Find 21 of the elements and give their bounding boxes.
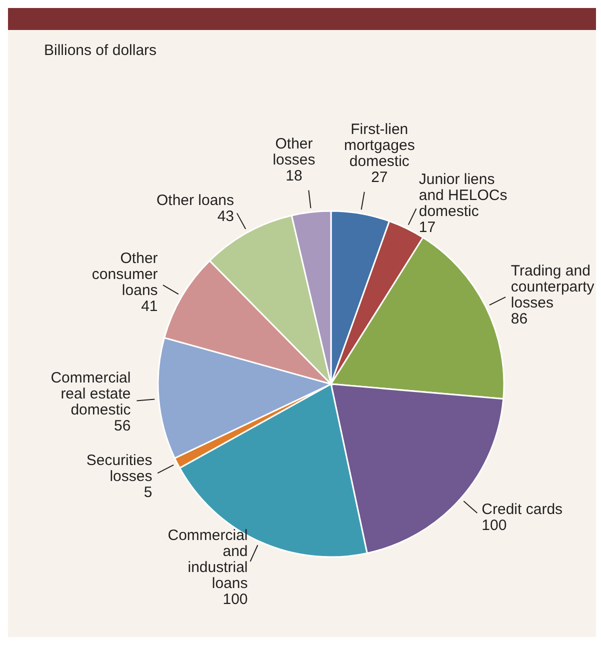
slice-label: Other loans <box>156 192 234 209</box>
slice-label: First-lien mortgages domestic <box>344 120 415 170</box>
data-label: 43 <box>217 208 234 225</box>
slice-label: Securities losses <box>86 452 152 485</box>
chart-subtitle: Billions of dollars <box>44 42 157 59</box>
data-label: 86 <box>510 310 528 328</box>
slice-label: Other consumer loans <box>92 250 158 300</box>
data-label: 56 <box>114 417 131 434</box>
slice-label: Credit cards <box>482 501 563 518</box>
data-label: 27 <box>371 168 388 186</box>
data-label: 100 <box>482 517 507 534</box>
data-label: 17 <box>418 219 436 236</box>
data-label: 100 <box>222 590 248 608</box>
data-label: 5 <box>144 484 152 501</box>
slice-label: Commercial and industrial loans <box>168 526 248 592</box>
slice-label: Junior liens and HELOCs domestic <box>418 171 508 220</box>
data-label: 18 <box>286 167 302 184</box>
slice-label: Commercial real estate domestic <box>50 369 132 418</box>
slice-label: Other losses <box>272 135 316 168</box>
slice-label: Trading and counterparty losses <box>510 262 595 312</box>
data-label: 41 <box>141 298 158 316</box>
